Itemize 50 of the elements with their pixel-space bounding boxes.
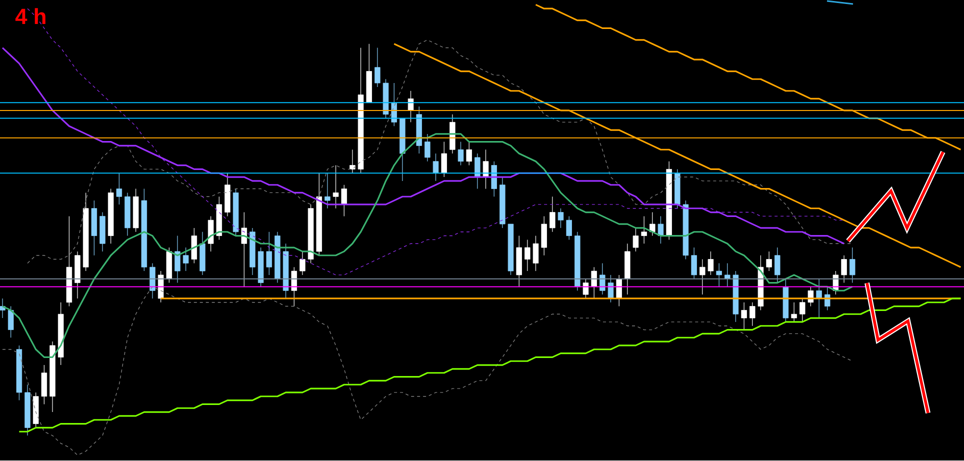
candlestick [174,235,180,284]
candlestick [558,208,564,228]
candlestick [266,232,272,276]
candlestick [700,258,706,295]
candlestick [566,216,572,240]
candlestick [191,228,197,264]
candlestick [408,90,414,122]
candlestick [841,255,847,284]
candlestick [524,239,530,272]
candlestick [441,141,447,178]
candlestick [474,153,480,190]
candlestick [724,262,730,288]
candlestick [324,172,330,209]
candlestick [8,306,14,338]
candlestick [208,216,214,252]
candlestick [691,247,697,280]
candlestick [291,266,297,307]
candlestick [774,247,780,284]
candlestick [541,216,547,256]
candlestick [41,364,48,405]
candlestick [766,251,772,272]
candlestick [466,141,472,166]
candlestick [341,184,347,216]
candlestick [750,302,756,326]
candlestick [800,298,806,322]
candlestick [374,47,380,88]
candlestick [458,141,464,166]
candlestick [150,262,156,299]
candlestick [741,302,747,330]
candlestick [182,247,189,272]
candlestick [424,134,430,162]
candlestick [716,262,722,288]
candlestick [632,228,639,252]
candlestick [550,196,556,232]
candlestick [849,247,856,284]
candlestick [582,278,589,299]
candlestick [641,216,647,244]
candlestick [532,235,539,272]
candlestick [658,216,664,244]
chart-title: 4 h [15,8,46,24]
candlestick [432,153,439,182]
candlestick [332,164,339,209]
candlestick [300,251,306,276]
candlestick [650,212,656,236]
candlestick [708,251,714,276]
candlestick [241,212,247,288]
candlestick [350,149,356,174]
candlestick [591,266,597,299]
candlestick [791,302,797,322]
candlestick [116,172,122,205]
